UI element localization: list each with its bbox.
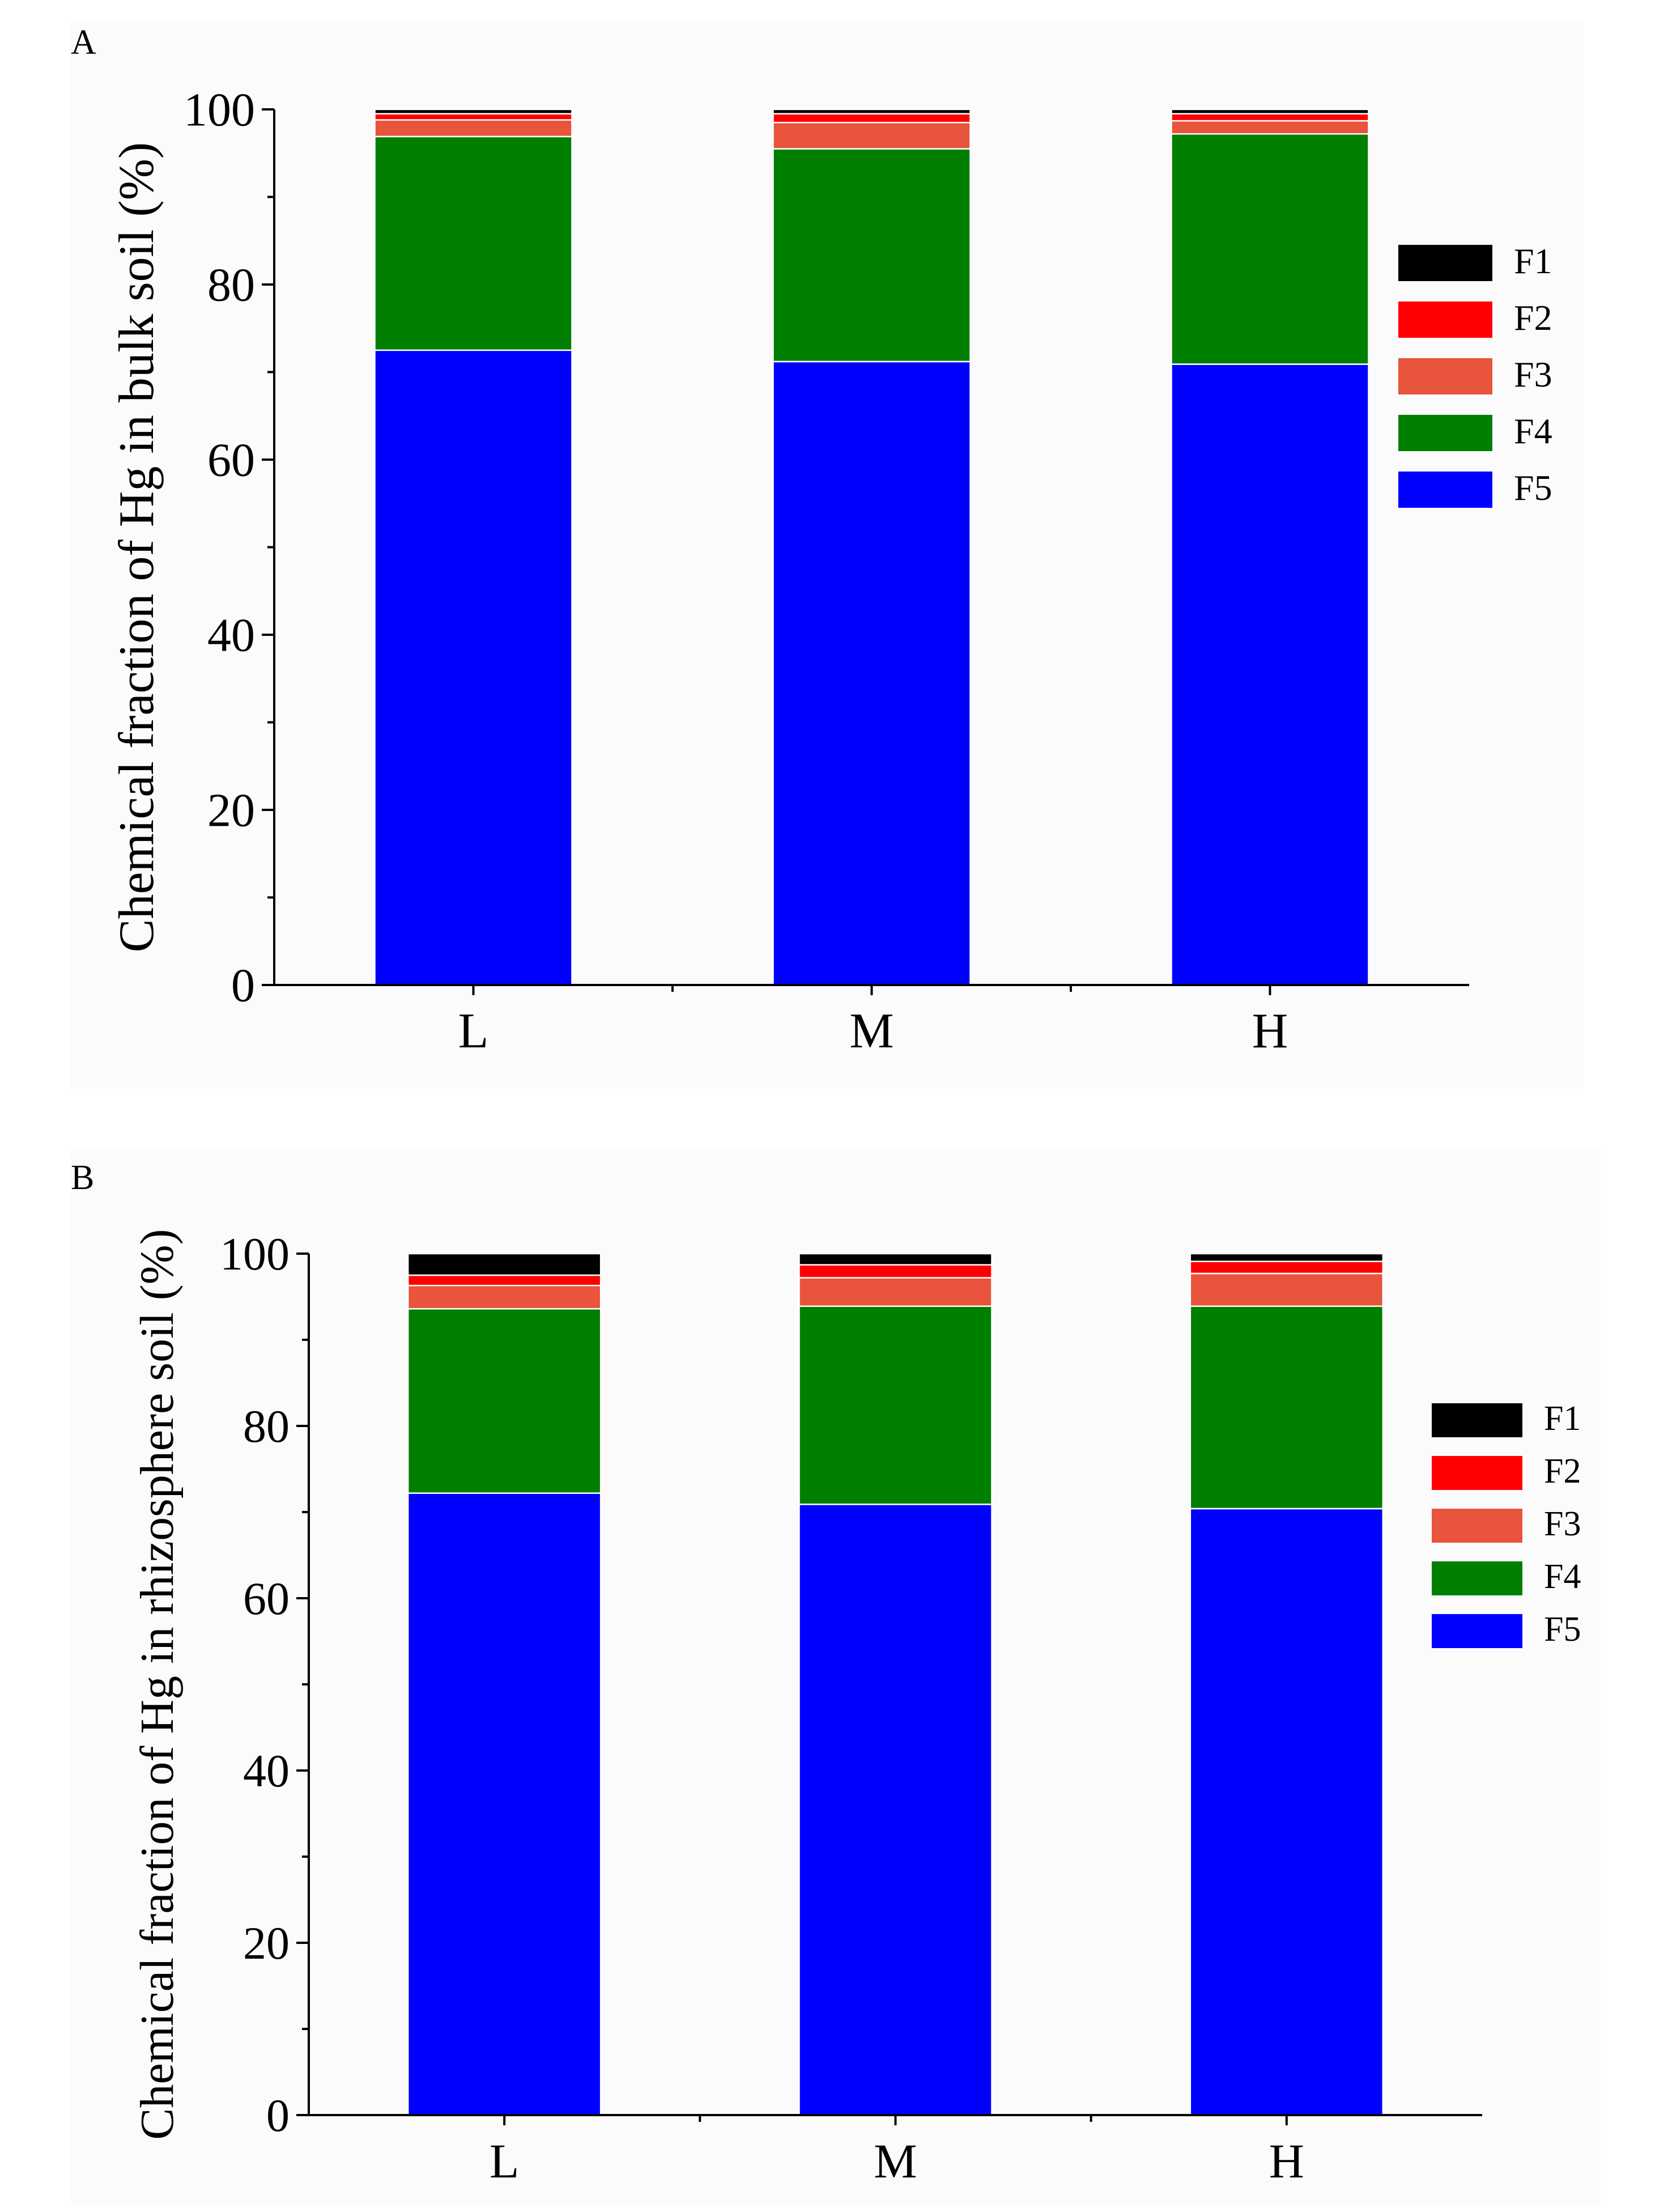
panel-a-legend-swatch-f2 [1398, 302, 1492, 338]
panel-b-bar-l-f2 [407, 1274, 602, 1287]
panel-b-y-tick-label: 60 [243, 1573, 290, 1624]
panel-a-x-tick-label-m: M [849, 1004, 893, 1059]
panel-a-bar-l-f3 [374, 119, 573, 138]
panel-a-label: A [71, 23, 96, 62]
panel-a-legend-swatch-f3 [1398, 358, 1492, 394]
panel-a: A 0 20 40 60 80 100 L M H Chemical fraction of … [71, 23, 1584, 1088]
panel-a-y-tick-label: 80 [207, 259, 255, 312]
panel-b-bar-h-f3 [1189, 1272, 1384, 1307]
panel-a-legend: F1 F2 F3 F4 F5 [1398, 241, 1552, 508]
panel-b-bar-l-f4 [407, 1308, 602, 1494]
panel-b-legend-label-f2: F2 [1544, 1452, 1581, 1491]
panel-a-bar-l-f2 [374, 113, 573, 121]
panel-b-y-tick-label: 20 [243, 1917, 290, 1969]
panel-a-bar-m-f5 [772, 360, 971, 986]
panel-b-y-axis-label: Chemical fraction of Hg in rhizosphere s… [131, 1229, 184, 2139]
panel-a-y-axis-label: Chemical fraction of Hg in bulk soil (%) [109, 142, 164, 953]
panel-b-label: B [71, 1158, 94, 1197]
panel-a-legend-swatch-f1 [1398, 245, 1492, 281]
panel-b-legend-swatch-f1 [1432, 1403, 1522, 1437]
panel-a-bar-l-f1 [374, 108, 573, 114]
panel-b-legend-swatch-f4 [1432, 1561, 1522, 1595]
panel-b-x-tick-label-l: L [490, 2134, 520, 2188]
panel-a-legend-label-f5: F5 [1514, 468, 1552, 508]
panel-a-y-tick-label: 0 [231, 959, 255, 1012]
panel-a-bar-h-f5 [1171, 363, 1369, 986]
panel-b-bar-h-f1 [1189, 1253, 1384, 1262]
panel-b-bar-m-f5 [798, 1504, 993, 2116]
panel-a-bar-m-f1 [772, 108, 971, 114]
panel-b-legend-label-f3: F3 [1544, 1505, 1581, 1543]
panel-a-bar-m-f2 [772, 113, 971, 124]
panel-b-legend: F1 F2 F3 F4 F5 [1432, 1399, 1581, 1649]
panel-a-x-tick-label-l: L [458, 1004, 489, 1059]
panel-b-legend-label-f4: F4 [1544, 1557, 1581, 1596]
panel-a-y-tick-label: 20 [207, 784, 255, 837]
panel-b-bar-m-f2 [798, 1264, 993, 1279]
panel-b-y-ticks: 0 20 40 60 80 100 [220, 1228, 309, 2141]
panel-a-x-tick-label-h: H [1252, 1004, 1288, 1059]
panel-a-bar-h-f2 [1171, 113, 1369, 122]
panel-b-x-tick-label-h: H [1269, 2134, 1304, 2188]
panel-b-bar-l-f3 [407, 1284, 602, 1310]
panel-a-legend-swatch-f5 [1398, 472, 1492, 508]
panel-b-legend-swatch-f3 [1432, 1509, 1522, 1543]
panel-a-y-tick-label: 40 [207, 609, 255, 662]
panel-b-y-tick-label: 0 [266, 2090, 290, 2141]
panel-b-bar-h-f2 [1189, 1260, 1384, 1275]
panel-b-bar-h-f5 [1189, 1508, 1384, 2116]
panel-a-bar-h-f4 [1171, 133, 1369, 365]
panel-a-bar-l-f5 [374, 349, 573, 986]
panel-a-legend-label-f2: F2 [1514, 298, 1552, 338]
panel-b-y-tick-label: 80 [243, 1400, 290, 1452]
panel-b-bar-m-f4 [798, 1305, 993, 1505]
panel-a-y-tick-label: 100 [184, 84, 255, 137]
panel-b: B 0 20 40 60 80 100 L M H Chemical fraction of … [71, 1150, 1601, 2205]
panel-a-y-ticks: 0 20 40 60 80 100 [184, 84, 274, 1012]
panel-a-bar-l-f4 [374, 135, 573, 351]
panel-b-legend-swatch-f5 [1432, 1614, 1522, 1648]
panel-b-bar-l-f5 [407, 1492, 602, 2116]
panel-a-legend-label-f3: F3 [1514, 354, 1552, 394]
panel-a-legend-label-f4: F4 [1514, 411, 1552, 451]
panel-a-legend-swatch-f4 [1398, 415, 1492, 451]
panel-b-legend-label-f1: F1 [1544, 1399, 1581, 1438]
panel-a-bar-m-f4 [772, 148, 971, 363]
panel-b-bar-m-f1 [798, 1253, 993, 1266]
panel-a-bar-h-f1 [1171, 108, 1369, 114]
panel-b-legend-swatch-f2 [1432, 1456, 1522, 1490]
panel-a-bar-h-f3 [1171, 120, 1369, 135]
panel-b-bar-l-f1 [407, 1253, 602, 1276]
panel-b-bar-m-f3 [798, 1277, 993, 1307]
panel-b-legend-label-f5: F5 [1544, 1610, 1581, 1649]
panel-b-y-tick-label: 40 [243, 1745, 290, 1797]
panel-b-y-tick-label: 100 [220, 1228, 290, 1280]
panel-a-bars [374, 108, 1369, 986]
panel-b-x-tick-label-m: M [874, 2134, 917, 2188]
panel-a-legend-label-f1: F1 [1514, 241, 1552, 281]
panel-b-bars [407, 1253, 1384, 2116]
panel-b-bar-h-f4 [1189, 1305, 1384, 1510]
panel-a-y-tick-label: 60 [207, 434, 255, 487]
panel-a-bar-m-f3 [772, 121, 971, 150]
